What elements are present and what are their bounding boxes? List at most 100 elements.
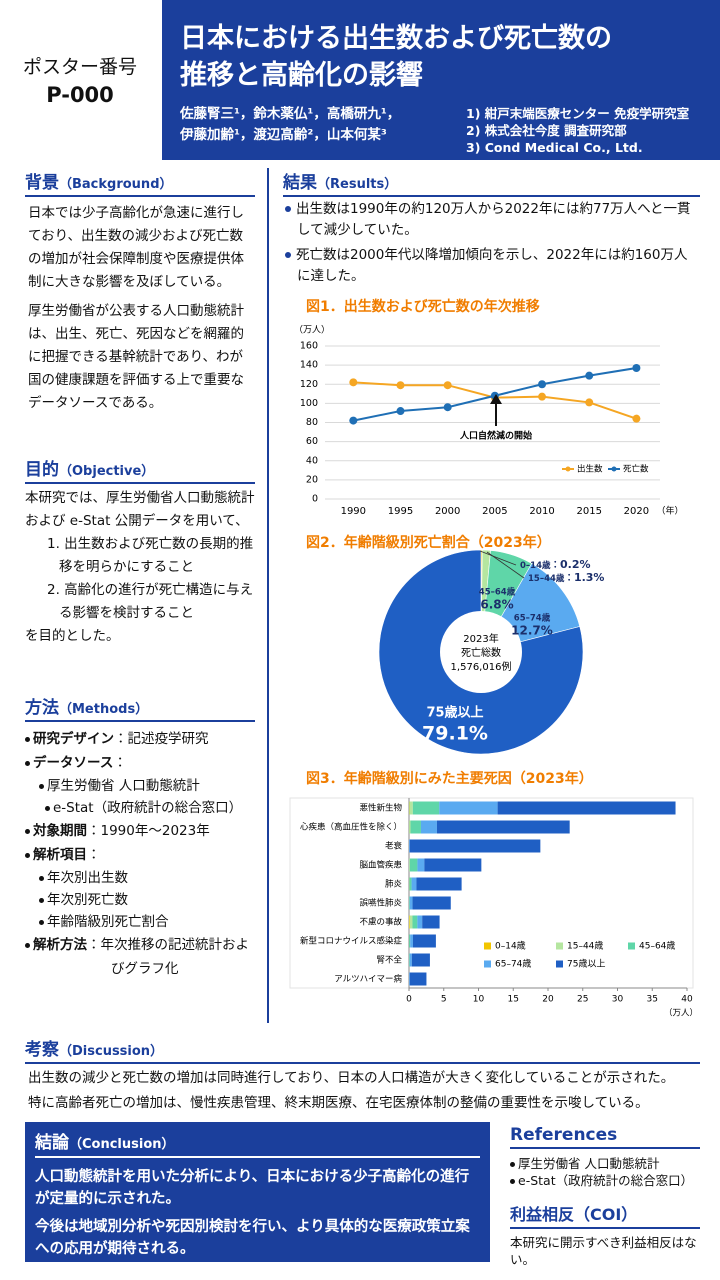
data-point xyxy=(585,371,594,380)
paragraph: 本研究では、厚生労働省人口動態統計および e-Stat 公開データを用いて、 xyxy=(25,490,255,529)
y-tick-label: 80 xyxy=(306,417,318,428)
x-tick-label: 15 xyxy=(508,995,519,1005)
section-heading: 背景（Background） xyxy=(25,168,255,197)
heading-en: （Background） xyxy=(59,177,173,192)
data-point xyxy=(349,378,358,387)
paragraph: を目的とした。 xyxy=(25,628,120,644)
heading-en: （Discussion） xyxy=(59,1044,164,1059)
x-tick-label: 20 xyxy=(542,995,554,1005)
method-subitem: 年齢階級別死亡割合 xyxy=(25,911,260,933)
subitem-text: 年次別死亡数 xyxy=(47,892,128,908)
slice-name: 65–74歳 xyxy=(514,613,551,624)
method-label: 対象期間 xyxy=(33,823,87,839)
author-line: 佐藤腎三¹，鈴木薬仏¹，高橋研九¹， xyxy=(180,106,401,122)
paragraph: 今後は地域別分析や死因別検討を行い、より具体的な医療政策立案への応用が期待される… xyxy=(35,1219,470,1257)
subitem-text: 年齢階級別死亡割合 xyxy=(47,914,169,930)
chart-title: 図1．出生数および死亡数の年次推移 xyxy=(306,298,540,315)
paragraph: 日本では少子高齢化が急速に進行しており、出生数の減少および死亡数の増加が社会保障… xyxy=(28,205,244,290)
slice-value: 1.3% xyxy=(574,571,605,584)
slice-label: 15–44歳：1.3% xyxy=(528,571,604,584)
method-item: 解析方法：年次推移の記述統計およびグラフ化 xyxy=(25,933,260,981)
method-label: 研究デザイン xyxy=(33,731,114,747)
objective-item: 1. 出生数および死亡数の長期的推移を明らかにすること xyxy=(47,536,254,575)
bar-segment xyxy=(409,972,427,986)
paragraph: 特に高齢者死亡の増加は、慢性疾患管理、終末期医療、在宅医療体制の整備の重要性を示… xyxy=(28,1095,649,1111)
bar-segment xyxy=(409,896,413,910)
result-bullet: 出生数は1990年の約120万人から2022年には約77万人へと一貫して減少して… xyxy=(285,199,700,241)
subitem-text: 年次別出生数 xyxy=(47,870,128,886)
x-tick-label: 1990 xyxy=(341,506,366,517)
y-tick-label: 悪性新生物 xyxy=(359,803,402,814)
legend-swatch xyxy=(556,942,563,950)
bar-segment xyxy=(422,915,440,929)
x-tick-label: 40 xyxy=(681,995,693,1005)
bar-segment xyxy=(409,877,412,891)
paragraph: 出生数の減少と死亡数の増加は同時進行しており、日本の人口構造が大きく変化している… xyxy=(28,1070,675,1086)
subitem-text: 厚生労働省 人口動態統計 xyxy=(47,778,200,794)
results-bullets: 出生数は1990年の約120万人から2022年には約77万人へと一貫して減少して… xyxy=(285,199,700,287)
bar-segment xyxy=(417,858,425,872)
slice-separator: ： xyxy=(551,560,561,571)
bar-segment xyxy=(409,839,541,853)
slice-value: 0.2% xyxy=(560,558,591,571)
heading-en: （Objective） xyxy=(59,464,155,479)
bar-segment xyxy=(412,915,418,929)
x-tick-label: 30 xyxy=(612,995,624,1005)
y-tick-label: 腎不全 xyxy=(376,955,402,966)
slice-name: 15–44歳 xyxy=(528,573,565,584)
authors: 佐藤腎三¹，鈴木薬仏¹，高橋研九¹， 伊藤加齢¹，渡辺高齢²，山本何某³ xyxy=(180,104,400,146)
bullet-text: 死亡数は2000年代以降増加傾向を示し、2022年には約160万人に達した。 xyxy=(296,247,688,284)
x-tick-label: 2000 xyxy=(435,506,460,517)
slice-separator: ： xyxy=(564,573,574,584)
bar-segment xyxy=(439,801,498,815)
affiliation: 2) 株式会社今度 調査研究部 xyxy=(466,123,627,138)
bar-segment xyxy=(420,820,437,834)
section-heading: 考察（Discussion） xyxy=(25,1035,700,1064)
legend-label: 0–14歳 xyxy=(495,940,526,952)
bar-segment xyxy=(411,953,430,967)
x-tick-label: 2005 xyxy=(482,506,507,517)
title: 日本における出生数および死亡数の 推移と高齢化の影響 xyxy=(180,20,612,94)
data-point xyxy=(443,403,452,412)
method-label: 解析項目 xyxy=(33,847,87,863)
bar-segment xyxy=(409,915,410,929)
chart-title: 図3．年齢階級別にみた主要死因（2023年） xyxy=(306,770,593,787)
bar-segment xyxy=(409,953,410,967)
reference-text: e-Stat（政府統計の総合窓口） xyxy=(518,1173,694,1188)
chart-title: 図2．年齢階級別死亡割合（2023年） xyxy=(306,534,551,551)
data-point xyxy=(538,392,547,401)
section-heading: 結果（Results） xyxy=(283,168,700,197)
legend-label: 死亡数 xyxy=(623,464,649,475)
bar-segment xyxy=(409,896,410,910)
bar-segment xyxy=(436,820,570,834)
reference-text: 厚生労働省 人口動態統計 xyxy=(518,1156,660,1171)
bar-segment xyxy=(417,915,423,929)
legend-label: 45–64歳 xyxy=(639,940,675,952)
center-label: 1,576,016例 xyxy=(451,660,512,673)
x-tick-label: 35 xyxy=(647,995,658,1005)
pie-slice xyxy=(378,549,584,755)
y-unit: （万人） xyxy=(294,325,330,336)
annotation-arrowhead xyxy=(490,394,502,404)
x-unit: （年） xyxy=(656,505,683,517)
title-line: 日本における出生数および死亡数の xyxy=(180,23,612,54)
slice-name: 0–14歳 xyxy=(520,560,551,571)
objective-item: 2. 高齢化の進行が死亡構造に与える影響を検討すること xyxy=(47,582,254,621)
y-tick-label: 40 xyxy=(306,455,318,466)
slice-label: 0–14歳：0.2% xyxy=(520,558,591,571)
method-subitem: e-Stat（政府統計の総合窓口） xyxy=(25,797,260,819)
method-value: ：1990年～2023年 xyxy=(87,823,210,839)
coi-text: 本研究に開示すべき利益相反はない。 xyxy=(510,1235,697,1267)
conclusion-box: 結論（Conclusion） 人口動態統計を用いた分析により、日本における少子高… xyxy=(25,1122,490,1262)
title-line: 推移と高齢化の影響 xyxy=(180,60,423,91)
y-tick-label: 心疾患（高血圧性を除く） xyxy=(300,822,402,833)
y-tick-label: 160 xyxy=(300,341,318,352)
method-value: ：年次推移の記述統計およびグラフ化 xyxy=(87,937,249,977)
heading-jp: 結論 xyxy=(35,1133,69,1153)
bar-segment xyxy=(410,820,421,834)
method-label: データソース xyxy=(33,755,114,771)
bar-segment xyxy=(409,953,412,967)
coi-heading: 利益相反（COI） xyxy=(510,1201,700,1229)
